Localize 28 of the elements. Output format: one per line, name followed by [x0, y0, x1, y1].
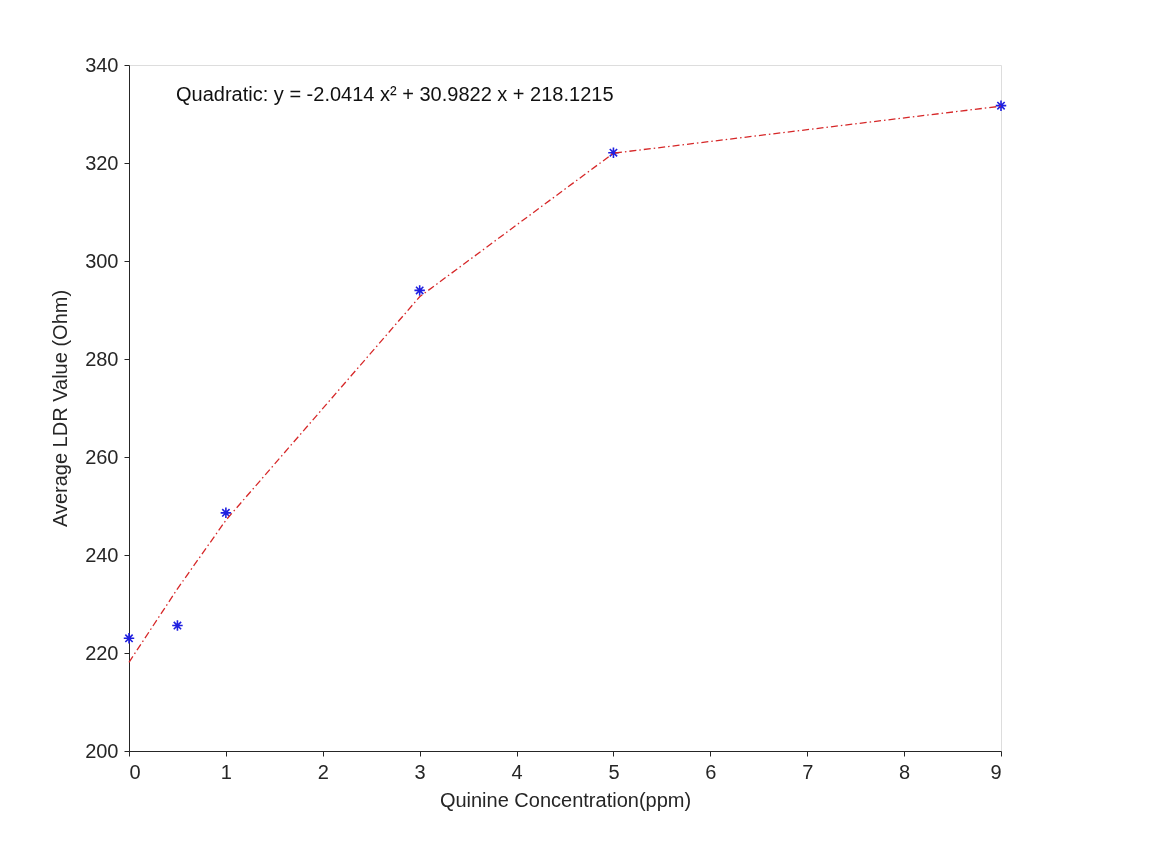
- point: [607, 146, 620, 159]
- y-tick-label: 240: [85, 543, 119, 566]
- y-axis-title: Average LDR Value (Ohm): [49, 289, 72, 528]
- y-tick-label: 260: [85, 445, 119, 468]
- x-tick-label: 9: [990, 760, 1002, 783]
- x-tick-label: 6: [705, 760, 717, 783]
- x-tick-label: 8: [899, 760, 911, 783]
- point: [171, 619, 184, 632]
- y-tick-label: 220: [85, 641, 119, 664]
- point: [122, 632, 136, 645]
- x-tick-label: 7: [802, 760, 814, 783]
- x-tick-label: 1: [220, 760, 232, 783]
- point: [413, 284, 426, 297]
- x-axis-title: Quinine Concentration(ppm): [439, 788, 692, 811]
- line-series: [128, 105, 1002, 663]
- y-tick-label: 340: [85, 53, 119, 76]
- point: [994, 99, 1008, 112]
- x-tick-label: 2: [317, 760, 329, 783]
- y-tick-label: 280: [85, 347, 119, 370]
- y-tick-label: 320: [85, 151, 119, 174]
- annotation: Quadratic: y = -2.0414 x² + 30.9822 x + 218.1215: [176, 83, 614, 105]
- y-tick-label: 200: [85, 739, 119, 762]
- x-tick-label: 0: [129, 760, 141, 783]
- x-tick-label: 4: [511, 760, 523, 783]
- x-tick-label: 5: [608, 760, 620, 783]
- x-tick-label: 3: [414, 760, 426, 783]
- y-tick-label: 300: [85, 249, 119, 272]
- point: [219, 506, 232, 519]
